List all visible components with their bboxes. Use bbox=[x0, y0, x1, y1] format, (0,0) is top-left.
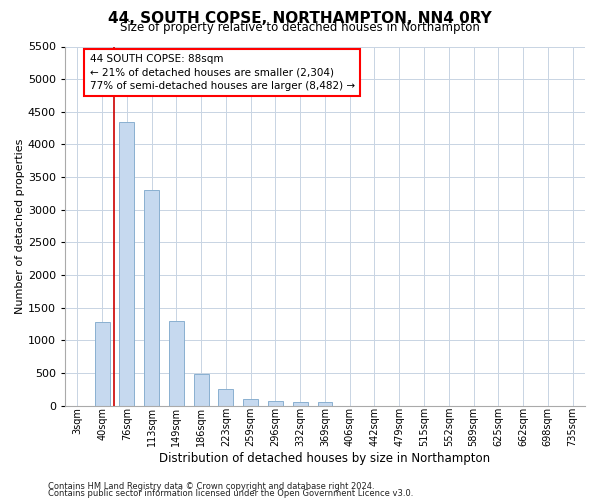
Bar bbox=[317, 402, 332, 406]
Bar bbox=[119, 122, 134, 406]
X-axis label: Distribution of detached houses by size in Northampton: Distribution of detached houses by size … bbox=[160, 452, 491, 465]
Bar bbox=[293, 402, 308, 406]
Bar bbox=[169, 320, 184, 406]
Text: Contains HM Land Registry data © Crown copyright and database right 2024.: Contains HM Land Registry data © Crown c… bbox=[48, 482, 374, 491]
Text: 44 SOUTH COPSE: 88sqm
← 21% of detached houses are smaller (2,304)
77% of semi-d: 44 SOUTH COPSE: 88sqm ← 21% of detached … bbox=[89, 54, 355, 90]
Bar bbox=[95, 322, 110, 406]
Text: Size of property relative to detached houses in Northampton: Size of property relative to detached ho… bbox=[120, 21, 480, 34]
Text: Contains public sector information licensed under the Open Government Licence v3: Contains public sector information licen… bbox=[48, 490, 413, 498]
Bar bbox=[218, 389, 233, 406]
Bar bbox=[194, 374, 209, 406]
Bar bbox=[268, 401, 283, 406]
Text: 44, SOUTH COPSE, NORTHAMPTON, NN4 0RY: 44, SOUTH COPSE, NORTHAMPTON, NN4 0RY bbox=[108, 11, 492, 26]
Y-axis label: Number of detached properties: Number of detached properties bbox=[15, 138, 25, 314]
Bar bbox=[144, 190, 159, 406]
Bar bbox=[243, 399, 258, 406]
